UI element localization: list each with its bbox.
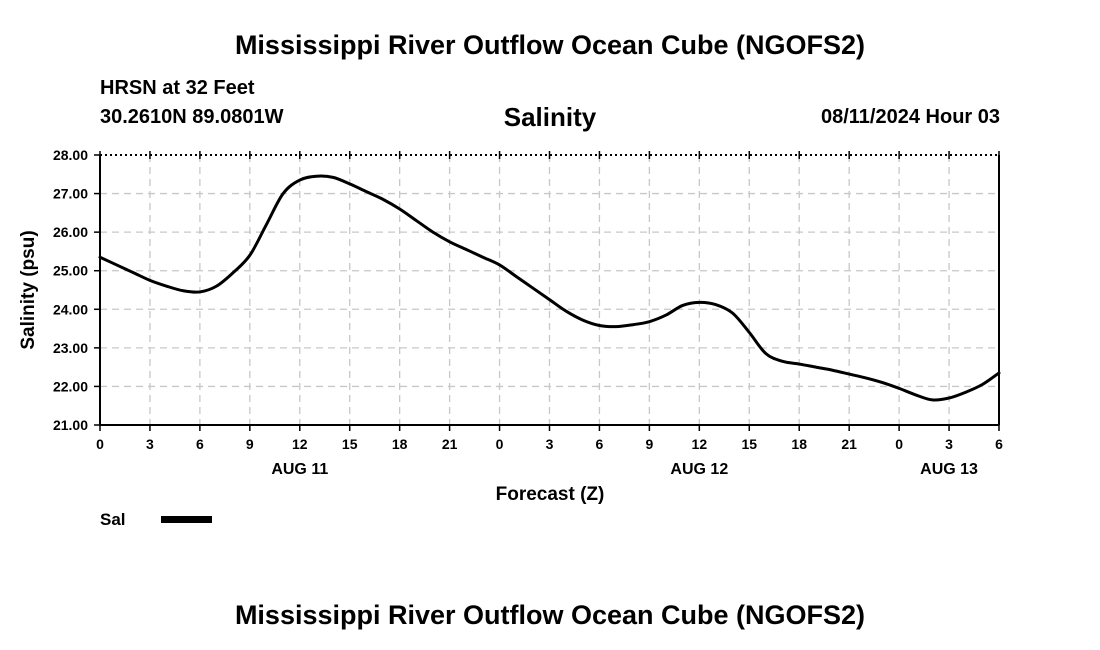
chart-title: Mississippi River Outflow Ocean Cube (NG… xyxy=(234,30,866,60)
chart-subtitle: Salinity xyxy=(503,102,597,132)
x-tick-label: 6 xyxy=(995,436,1003,452)
x-tick-label: 9 xyxy=(645,436,653,452)
station-label: HRSN at 32 Feet xyxy=(100,77,255,99)
series-line-sal xyxy=(98,174,1001,402)
x-tick-label: 15 xyxy=(342,436,358,452)
x-tick-label: 21 xyxy=(841,436,857,452)
legend-swatch xyxy=(161,516,212,523)
station-coordinates: 30.2610N 89.0801W xyxy=(100,106,284,128)
legend-label: Sal xyxy=(100,510,126,529)
x-tick-label: 9 xyxy=(246,436,254,452)
x-tick-label: 18 xyxy=(791,436,807,452)
x-tick-label: 12 xyxy=(292,436,308,452)
x-tick-label: 15 xyxy=(741,436,757,452)
x-tick-label: 3 xyxy=(146,436,154,452)
forecast-datestamp: 08/11/2024 Hour 03 xyxy=(820,106,1000,128)
footer-title: Mississippi River Outflow Ocean Cube (NG… xyxy=(234,600,866,630)
x-tick-label: 0 xyxy=(496,436,504,452)
x-tick-label: 21 xyxy=(442,436,458,452)
x-tick-label: 3 xyxy=(945,436,953,452)
y-tick-label: 24.00 xyxy=(53,301,88,317)
x-tick-label: 3 xyxy=(546,436,554,452)
x-tick-label: 6 xyxy=(596,436,604,452)
x-tick-label: 0 xyxy=(895,436,903,452)
x-tick-label: 18 xyxy=(392,436,408,452)
y-tick-label: 22.00 xyxy=(53,378,88,394)
x-day-label: AUG 11 xyxy=(271,461,328,478)
y-tick-label: 21.00 xyxy=(53,417,88,433)
y-tick-label: 25.00 xyxy=(53,263,88,279)
y-tick-label: 23.00 xyxy=(53,340,88,356)
x-tick-label: 0 xyxy=(96,436,104,452)
y-tick-label: 27.00 xyxy=(53,186,88,202)
x-tick-label: 6 xyxy=(196,436,204,452)
y-tick-label: 26.00 xyxy=(53,224,88,240)
y-axis-title: Salinity (psu) xyxy=(18,230,39,349)
x-tick-label: 12 xyxy=(692,436,708,452)
x-day-label: AUG 13 xyxy=(920,461,978,478)
x-axis-title: Forecast (Z) xyxy=(496,484,605,505)
y-tick-label: 28.00 xyxy=(53,147,88,163)
x-day-label: AUG 12 xyxy=(670,461,728,478)
